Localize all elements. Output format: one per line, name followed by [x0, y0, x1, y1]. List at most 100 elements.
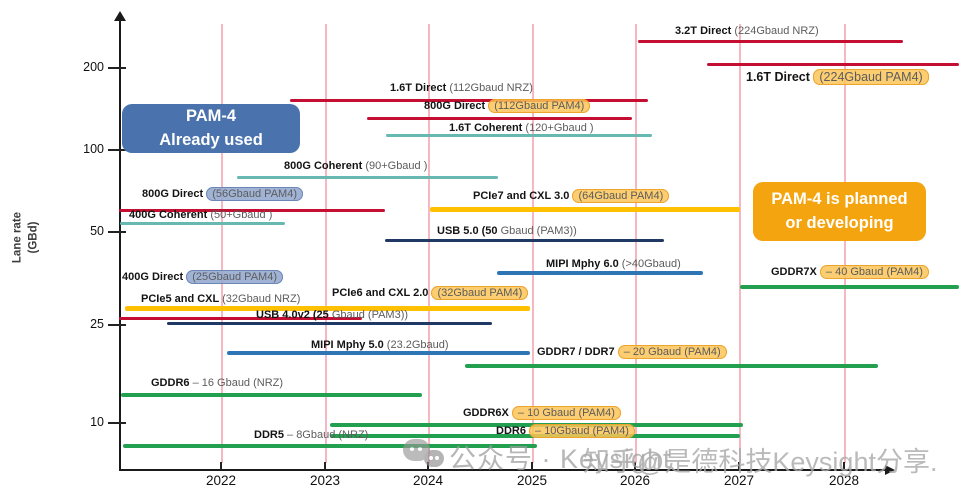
y-axis-line [119, 20, 121, 470]
series-detail: – 8Gbaud (NRZ) [287, 429, 369, 441]
y-tick-mark [108, 324, 126, 326]
y-axis-arrow-icon [114, 11, 126, 21]
series-detail: – 20 Gbaud (PAM4) [617, 345, 727, 359]
series-line [740, 285, 959, 289]
watermark-wechat-text: 公众号 · Keysight [449, 444, 672, 474]
series-name: 800G Coherent [284, 160, 366, 172]
y-tick-mark [108, 422, 126, 424]
series-line [167, 322, 492, 325]
series-label: USB 5.0 (50 Gbaud (PAM3)) [437, 225, 577, 237]
series-line [290, 99, 648, 102]
callout-planned-line1: PAM-4 is planned [771, 189, 908, 208]
y-axis-title: Lane rate (GBd) [10, 192, 41, 284]
series-label: MIPI Mphy 5.0 (23.2Gbaud) [311, 339, 449, 351]
series-line [237, 176, 498, 179]
series-line [430, 207, 740, 212]
y-axis-title-line1: Lane rate [11, 211, 24, 264]
series-label: 3.2T Direct (224Gbaud NRZ) [675, 25, 819, 37]
series-label: 800G Direct (112Gbaud PAM4) [424, 99, 591, 113]
series-label: PCIe6 and CXL 2.0 (32Gbaud PAM4) [332, 286, 529, 300]
series-label: 1.6T Coherent (120+Gbaud ) [449, 122, 594, 134]
series-name: GDDR6 [151, 377, 193, 389]
series-name: 400G Coherent [129, 209, 211, 221]
series-name: GDDR7X [771, 266, 820, 278]
series-detail: (112Gbaud NRZ) [449, 82, 533, 94]
year-gridline [221, 24, 223, 463]
x-tick-label: 2024 [412, 473, 444, 488]
series-name: 1.6T Direct [390, 82, 450, 94]
series-detail: – 10 Gbaud (PAM4) [511, 406, 621, 420]
y-tick-label: 25 [90, 317, 104, 331]
series-line [119, 209, 385, 212]
y-tick-mark [108, 149, 126, 151]
series-label: 800G Coherent (90+Gbaud ) [284, 160, 427, 172]
series-line [386, 134, 652, 137]
series-label: PCIe5 and CXL (32Gbaud NRZ) [141, 293, 300, 305]
x-tick-label: 2025 [516, 473, 548, 488]
year-gridline [844, 24, 846, 463]
callout-pam4-planned: PAM-4 is planned or developing [753, 182, 926, 241]
series-line [125, 306, 530, 311]
series-label: MIPI Mphy 6.0 (>40Gbaud) [546, 258, 681, 270]
y-tick-label: 10 [90, 415, 104, 429]
series-detail: (224Gbaud PAM4) [813, 69, 929, 85]
series-detail: (32Gbaud NRZ) [222, 293, 301, 305]
series-line [123, 444, 537, 448]
series-name: DDR5 [254, 429, 288, 441]
y-tick-mark [108, 231, 126, 233]
series-line [638, 40, 903, 43]
series-name: GDDR7 / DDR7 [537, 346, 618, 358]
series-name: 800G Direct [142, 188, 207, 200]
series-detail: (90+Gbaud ) [365, 160, 428, 172]
wechat-bubble-small [424, 450, 444, 467]
series-label: GDDR7 / DDR7 – 20 Gbaud (PAM4) [537, 345, 727, 359]
series-detail: (112Gbaud PAM4) [488, 99, 591, 113]
series-detail: – 10Gbaud (PAM4) [529, 424, 635, 438]
series-name: 800G Direct [424, 100, 489, 112]
series-name: MIPI Mphy 6.0 [546, 258, 622, 270]
year-gridline [532, 24, 534, 463]
series-line [497, 271, 703, 275]
year-gridline [428, 24, 430, 463]
series-name: PCIe7 and CXL 3.0 [473, 190, 573, 202]
x-tick-label: 2028 [828, 473, 860, 488]
series-name: GDDR6X [463, 407, 512, 419]
series-line [465, 364, 878, 368]
series-label: DDR6 – 10Gbaud (PAM4) [496, 424, 635, 438]
series-label: 800G Direct (56Gbaud PAM4) [142, 187, 303, 201]
series-detail: (25Gbaud PAM4) [186, 270, 283, 284]
callout-pam4-already-used: PAM-4 Already used [122, 104, 300, 153]
series-line [119, 317, 362, 320]
series-label: 1.6T Direct (224Gbaud PAM4) [746, 69, 929, 85]
year-gridline [739, 24, 741, 463]
series-detail: (32Gbaud PAM4) [431, 286, 529, 300]
series-line [707, 63, 959, 66]
series-name: USB 5.0 (50 [437, 225, 501, 237]
series-label: GDDR7X – 40 Gbaud (PAM4) [771, 265, 929, 279]
series-label: DDR5 – 8Gbaud (NRZ) [254, 429, 368, 441]
series-label: PCIe7 and CXL 3.0 (64Gbaud PAM4) [473, 189, 670, 203]
series-line [121, 393, 422, 397]
series-detail: – 40 Gbaud (PAM4) [819, 265, 929, 279]
x-tick-label: 2022 [205, 473, 237, 488]
x-tick-mark [220, 462, 222, 470]
series-name: PCIe6 and CXL 2.0 [332, 287, 432, 299]
callout-used-line2: Already used [159, 130, 263, 149]
x-tick-mark [531, 462, 533, 470]
x-tick-mark [634, 462, 636, 470]
x-axis-arrow-icon [885, 465, 895, 475]
wechat-icon [403, 437, 451, 471]
series-name: 400G Direct [122, 271, 187, 283]
wechat-bubble-large [403, 439, 430, 461]
series-detail: (>40Gbaud) [621, 258, 681, 270]
x-tick-label: 2027 [723, 473, 755, 488]
y-tick-label: 200 [83, 60, 104, 74]
year-gridline [635, 24, 637, 463]
series-detail: (120+Gbaud ) [525, 122, 594, 134]
series-line [120, 222, 285, 225]
x-tick-mark [324, 462, 326, 470]
y-tick-label: 100 [83, 142, 104, 156]
series-detail: Gbaud (PAM3)) [500, 225, 577, 237]
series-line [367, 117, 632, 120]
